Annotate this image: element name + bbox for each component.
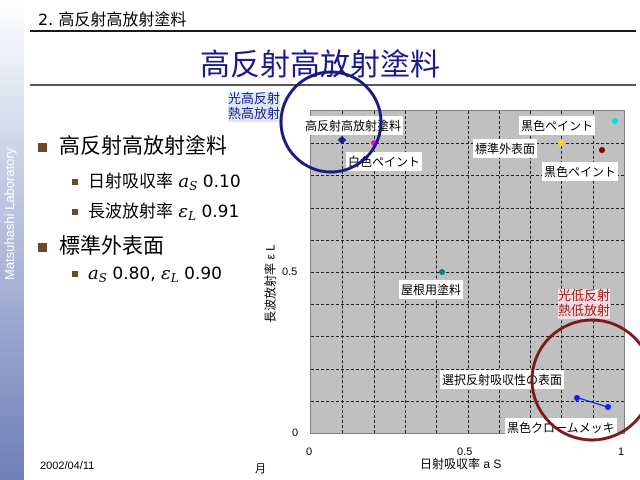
point-label: 高反射高放射塗料 bbox=[303, 116, 404, 135]
grid-line-horizontal bbox=[311, 272, 624, 273]
data-point bbox=[599, 146, 606, 153]
data-point bbox=[574, 394, 581, 401]
bullet-marker bbox=[38, 142, 47, 152]
point-label: 黒色クロームメッキ bbox=[505, 418, 617, 437]
symbol-epsilon: ε bbox=[161, 263, 171, 284]
callout-high-reflect: 光高反射 熱高放射 bbox=[228, 92, 281, 122]
point-label: 黒色ペイント bbox=[542, 162, 619, 181]
point-label: 白色ペイント bbox=[346, 152, 423, 171]
bullet-item-1-label: 高反射高放射塗料 bbox=[59, 134, 227, 158]
x-tick-1: 1 bbox=[618, 446, 625, 458]
absorptance-label: 日射吸収率 bbox=[88, 172, 173, 192]
bullet-marker bbox=[72, 179, 78, 185]
bullet-sub-emissivity: 長波放射率 εL 0.91 bbox=[72, 197, 239, 223]
footer-extra: 月 bbox=[255, 463, 266, 475]
subscript-s: S bbox=[189, 179, 198, 193]
page-title: 高反射高放射塗料 bbox=[200, 48, 440, 83]
grid-line-vertical bbox=[561, 111, 563, 433]
point-label: 標準外表面 bbox=[473, 139, 538, 158]
emissivity-label: 長波放射率 bbox=[88, 202, 173, 222]
y-tick-0: 0 bbox=[292, 427, 299, 439]
symbol-a: a bbox=[88, 263, 99, 284]
grid-line-horizontal bbox=[311, 304, 624, 306]
bullet-sub-absorptance: 日射吸収率 aS 0.10 bbox=[72, 167, 241, 193]
symbol-epsilon: ε bbox=[178, 201, 189, 222]
data-point bbox=[558, 140, 565, 147]
callout-line: 光高反射 bbox=[228, 92, 281, 107]
x-axis-label: 日射吸収率 a S bbox=[420, 457, 502, 471]
point-label: 選択反射吸収性の表面 bbox=[440, 370, 565, 389]
callout-line: 熱低放射 bbox=[558, 304, 611, 319]
point-label: 黒色ペイント bbox=[519, 116, 596, 135]
standard-absorptance-value: 0.80, bbox=[112, 264, 156, 284]
grid-line-horizontal bbox=[311, 336, 624, 338]
callout-low-reflect: 光低反射 熱低放射 bbox=[558, 289, 611, 319]
footer-date: 2002/04/11 bbox=[40, 460, 95, 472]
title-divider bbox=[30, 84, 636, 86]
emissivity-value: 0.91 bbox=[201, 202, 240, 222]
bullet-item-2-label: 標準外表面 bbox=[59, 234, 164, 258]
bullet-item-2: 標準外表面 bbox=[38, 230, 164, 260]
subscript-s: S bbox=[98, 271, 107, 285]
subscript-l: L bbox=[188, 209, 197, 223]
standard-emissivity-value: 0.90 bbox=[184, 264, 222, 284]
grid-line-vertical bbox=[498, 111, 500, 433]
grid-line-vertical bbox=[592, 111, 594, 433]
data-point bbox=[605, 404, 612, 411]
data-point bbox=[611, 117, 618, 124]
y-axis-label: 長波放射率 ε L bbox=[263, 244, 278, 323]
grid-line-vertical bbox=[530, 111, 532, 433]
bullet-marker bbox=[72, 209, 78, 215]
callout-line: 光低反射 bbox=[558, 289, 611, 304]
sidebar-label: Matsuhashi Laboratory bbox=[2, 147, 17, 280]
point-label: 屋根用塗料 bbox=[399, 280, 464, 299]
bullet-marker bbox=[72, 271, 78, 277]
section-header: 2. 高反射高放射塗料 bbox=[38, 10, 187, 29]
sidebar: Matsuhashi Laboratory bbox=[0, 0, 24, 480]
y-tick-0-5: 0.5 bbox=[282, 266, 298, 278]
symbol-a: a bbox=[178, 171, 190, 192]
header-divider bbox=[30, 30, 636, 32]
data-point bbox=[370, 140, 377, 147]
bullet-marker bbox=[38, 242, 47, 252]
grid-line-horizontal bbox=[311, 400, 624, 402]
data-point bbox=[439, 269, 446, 275]
bullet-sub-standard: aS 0.80, εL 0.90 bbox=[72, 263, 222, 285]
x-tick-0: 0 bbox=[306, 446, 313, 458]
grid-line-horizontal bbox=[311, 368, 624, 370]
callout-line: 熱高放射 bbox=[228, 107, 281, 122]
absorptance-value: 0.10 bbox=[202, 172, 241, 192]
x-tick-0-5: 0.5 bbox=[457, 446, 473, 458]
bullet-item-1: 高反射高放射塗料 bbox=[38, 130, 227, 160]
subscript-l: L bbox=[170, 271, 179, 285]
